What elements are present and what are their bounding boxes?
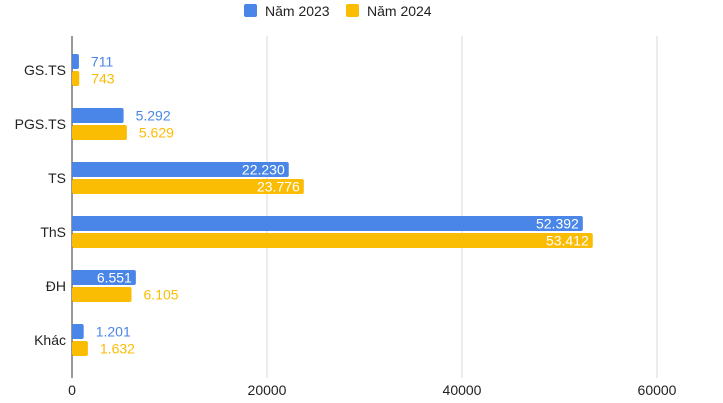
category-label: ĐH [46, 278, 66, 294]
bar [72, 54, 79, 69]
bar [72, 233, 593, 248]
bar-value-label: 743 [91, 71, 115, 87]
bar [72, 108, 124, 123]
bar [72, 179, 304, 194]
category-label: GS.TS [24, 62, 66, 78]
bar-value-label: 23.776 [257, 179, 300, 195]
bar [72, 287, 132, 302]
bar [72, 270, 136, 285]
category-label: TS [48, 170, 66, 186]
bar [72, 216, 583, 231]
legend-swatch [346, 4, 359, 17]
bar [72, 341, 88, 356]
bar-value-label: 53.412 [546, 233, 589, 249]
bar [72, 162, 289, 177]
legend-label: Năm 2023 [265, 3, 330, 19]
bar-value-label: 6.551 [97, 270, 132, 286]
x-tick-label: 60000 [638, 382, 677, 398]
legend: Năm 2023 Năm 2024 [244, 3, 432, 19]
bar-value-label: 5.292 [136, 108, 171, 124]
bar-value-label: 22.230 [242, 162, 285, 178]
bars [72, 54, 593, 356]
axes: 0 20000 40000 60000 GS.TS PGS.TS TS ThS ĐH Khác [15, 36, 677, 398]
bar-value-label: 5.629 [139, 125, 174, 141]
legend-swatch [244, 4, 257, 17]
bar-value-label: 1.632 [100, 341, 135, 357]
bar [72, 71, 80, 86]
gridlines [266, 36, 658, 378]
x-tick-label: 20000 [248, 382, 287, 398]
bar-value-label: 1.201 [96, 324, 131, 340]
category-label: ThS [40, 224, 66, 240]
bar-value-label: 52.392 [536, 216, 579, 232]
bar [72, 125, 127, 140]
x-tick-label: 0 [68, 382, 76, 398]
x-tick-label: 40000 [443, 382, 482, 398]
bar-value-label: 6.105 [144, 287, 179, 303]
bar-value-label: 711 [91, 54, 114, 70]
category-label: Khác [34, 332, 66, 348]
bar [72, 324, 84, 339]
legend-label: Năm 2024 [367, 3, 432, 19]
category-label: PGS.TS [15, 116, 66, 132]
